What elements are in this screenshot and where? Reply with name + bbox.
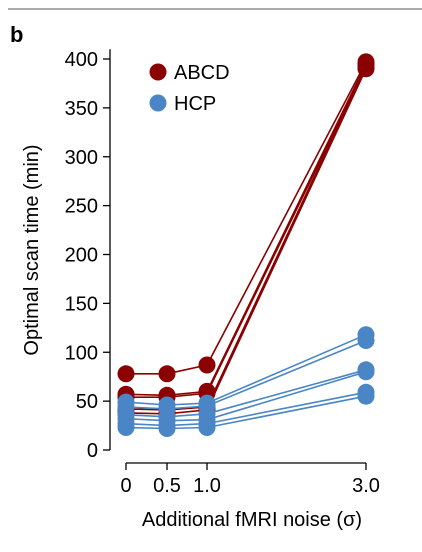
series-line-abcd (125, 68, 367, 415)
data-point-hcp (357, 332, 375, 349)
series-group-hcp (117, 326, 375, 437)
legend-marker-hcp (149, 94, 167, 112)
y-tick-label: 200 (65, 245, 98, 267)
series-line-abcd (126, 66, 367, 399)
y-tick-label: 100 (65, 342, 98, 364)
series-line-hcp (125, 371, 367, 422)
data-point-abcd (357, 60, 375, 78)
series-line-hcp (125, 339, 367, 410)
series-line-abcd (125, 65, 367, 411)
x-tick-label: 0 (120, 475, 131, 497)
data-point-abcd (158, 365, 176, 383)
x-axis-label: Additional fMRI noise (σ) (142, 509, 362, 531)
series-line-hcp (125, 369, 367, 418)
y-tick-label: 0 (87, 440, 98, 462)
y-tick-label: 50 (76, 391, 98, 413)
data-point-abcd (198, 356, 216, 374)
legend-label-abcd: ABCD (174, 62, 230, 84)
y-tick-label: 250 (65, 196, 98, 218)
y-tick-label: 300 (65, 147, 98, 169)
y-axis-label: Optimal scan time (min) (21, 144, 43, 355)
data-point-hcp (357, 387, 375, 405)
axes: 0 50 100 150 200 250 300 350 400 0 0.5 1.0 3.0 (65, 49, 380, 497)
y-tick-label: 350 (65, 98, 98, 120)
series-line-abcd (126, 61, 367, 375)
series-line-hcp (125, 395, 367, 430)
x-tick-label: 3.0 (352, 475, 380, 497)
series-line-abcd (125, 63, 367, 397)
data-point-hcp (357, 363, 375, 381)
series-layer (117, 53, 375, 437)
legend: ABCD HCP (149, 62, 230, 115)
data-point-hcp (198, 419, 216, 436)
data-point-hcp (158, 420, 176, 437)
data-point-abcd (117, 365, 135, 383)
x-tick-label: 1.0 (193, 475, 221, 497)
series-line-hcp (125, 333, 367, 406)
y-tick-label: 150 (65, 293, 98, 315)
legend-label-hcp: HCP (174, 93, 216, 115)
x-tick-label: 0.5 (153, 475, 181, 497)
legend-marker-abcd (149, 63, 167, 81)
y-tick-label: 400 (65, 49, 98, 71)
panel-label: b (10, 22, 23, 47)
series-line-hcp (125, 391, 367, 427)
data-point-hcp (117, 419, 135, 436)
